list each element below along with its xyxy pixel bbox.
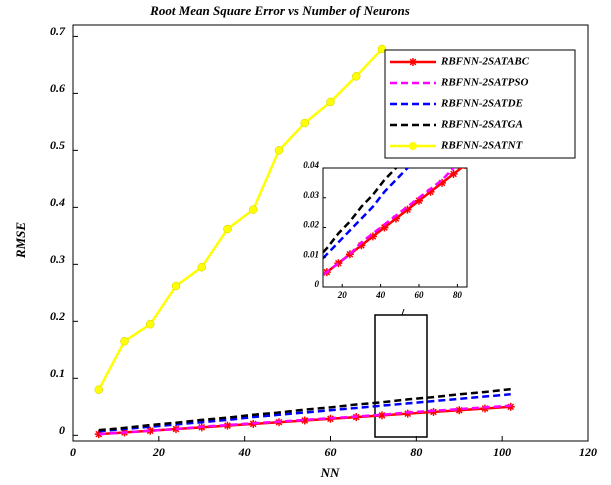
y-tick-label: 0.6 bbox=[50, 81, 65, 95]
point bbox=[94, 385, 103, 394]
point bbox=[311, 45, 319, 53]
star-stroke bbox=[381, 224, 388, 231]
legend-label: RBFNN-2SATABC bbox=[440, 56, 530, 68]
x-tick-label: 40 bbox=[238, 445, 251, 459]
legend-marker bbox=[409, 58, 417, 66]
zoom-pointer bbox=[401, 308, 405, 316]
inset-x-tick-label: 20 bbox=[337, 290, 348, 300]
series-line bbox=[97, 48, 383, 391]
x-tick-label: 120 bbox=[579, 445, 597, 459]
point bbox=[449, 169, 458, 178]
star-stroke bbox=[301, 417, 309, 424]
y-tick-label: 0 bbox=[59, 423, 65, 437]
point bbox=[171, 281, 181, 291]
legend-label: RBFNN-2SATNT bbox=[440, 140, 524, 152]
point bbox=[377, 44, 387, 54]
point bbox=[249, 205, 258, 214]
y-tick-label: 0.7 bbox=[50, 24, 66, 38]
inset-y-tick-label: 0.01 bbox=[303, 249, 319, 259]
inset-x-tick-label: 80 bbox=[453, 290, 463, 300]
point bbox=[300, 118, 309, 128]
series-line bbox=[98, 387, 511, 432]
point bbox=[223, 224, 232, 234]
chart-title: Root Mean Square Error vs Number of Neur… bbox=[149, 3, 410, 18]
x-tick-label: 0 bbox=[70, 445, 76, 459]
zoom-box bbox=[374, 314, 428, 438]
star-stroke bbox=[224, 422, 231, 429]
star-stroke bbox=[392, 215, 400, 222]
point bbox=[352, 72, 361, 81]
main-series bbox=[94, 44, 515, 439]
y-tick-label: 0.4 bbox=[50, 195, 65, 209]
point bbox=[120, 337, 129, 346]
inset-y-tick-label: 0.04 bbox=[303, 160, 319, 170]
x-tick-label: 80 bbox=[410, 445, 422, 459]
series-line bbox=[323, 168, 410, 261]
y-tick-label: 0.2 bbox=[50, 309, 65, 323]
legend-label: RBFNN-2SATPSO bbox=[440, 77, 528, 89]
series-line bbox=[98, 404, 511, 436]
point bbox=[197, 262, 206, 272]
point bbox=[146, 319, 155, 329]
star-stroke bbox=[427, 188, 434, 196]
y-tick-label: 0.5 bbox=[50, 138, 65, 152]
star-stroke bbox=[462, 168, 464, 169]
inset-y-tick-label: 0.02 bbox=[303, 220, 319, 230]
point bbox=[334, 259, 343, 268]
y-axis-label: RMSE bbox=[13, 222, 28, 259]
point bbox=[223, 421, 232, 430]
x-tick-label: 100 bbox=[493, 445, 511, 459]
star-stroke bbox=[415, 197, 423, 205]
point bbox=[300, 416, 309, 425]
series-line bbox=[98, 393, 511, 433]
star-stroke bbox=[378, 411, 386, 419]
inset-frame bbox=[322, 167, 468, 288]
star-stroke bbox=[358, 241, 365, 249]
star-stroke bbox=[438, 179, 446, 187]
x-tick-label: 60 bbox=[325, 445, 337, 459]
legend-label: RBFNN-2SATGA bbox=[440, 119, 523, 131]
inset-x-tick-label: 60 bbox=[415, 290, 425, 300]
legend-marker bbox=[409, 142, 417, 150]
star-stroke bbox=[146, 427, 154, 435]
y-tick-label: 0.1 bbox=[50, 366, 65, 380]
point bbox=[326, 97, 335, 107]
star-stroke bbox=[404, 206, 411, 214]
series-line bbox=[323, 168, 456, 277]
inset-y-tick-label: 0.03 bbox=[303, 190, 319, 200]
x-axis-label: NN bbox=[320, 465, 340, 480]
y-tick-label: 0.3 bbox=[50, 252, 65, 266]
star-stroke bbox=[466, 168, 467, 169]
point bbox=[368, 232, 377, 241]
legend-label: RBFNN-2SATDE bbox=[440, 98, 523, 110]
x-tick-label: 20 bbox=[152, 445, 165, 459]
inset-x-tick-label: 40 bbox=[375, 290, 386, 300]
point bbox=[274, 146, 284, 155]
point bbox=[146, 426, 155, 435]
star-stroke bbox=[450, 170, 457, 178]
inset-y-tick-label: 0 bbox=[315, 279, 320, 289]
series-line bbox=[323, 168, 398, 255]
inset-series bbox=[311, 45, 467, 277]
star-stroke bbox=[369, 233, 377, 240]
